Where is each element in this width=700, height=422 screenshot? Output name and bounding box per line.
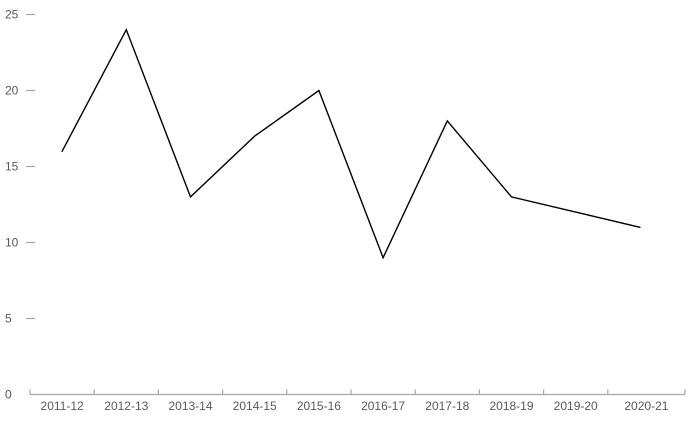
x-axis-category-label: 2013-14 (168, 399, 212, 413)
y-axis-tick-label: 20 (5, 84, 19, 98)
x-axis-category-label: 2016-17 (361, 399, 405, 413)
x-axis-category-label: 2015-16 (297, 399, 341, 413)
x-axis-category-label: 2012-13 (104, 399, 148, 413)
data-line (61, 28, 641, 260)
y-axis-tick-label: 25 (5, 8, 19, 22)
x-axis-category-label: 2018-19 (489, 399, 533, 413)
y-axis-tick-label: 0 (5, 388, 12, 402)
x-axis-category-label: 2020-21 (624, 399, 668, 413)
y-axis-tick-label: 10 (5, 236, 19, 250)
x-axis-category-label: 2014-15 (233, 399, 277, 413)
y-axis-tick-label: 15 (5, 160, 19, 174)
x-axis-category-label: 2011-12 (41, 399, 84, 413)
x-axis-category-label: 2019-20 (554, 399, 598, 413)
x-axis-category-label: 2017-18 (425, 399, 469, 413)
y-axis-tick-label: 5 (5, 312, 12, 326)
